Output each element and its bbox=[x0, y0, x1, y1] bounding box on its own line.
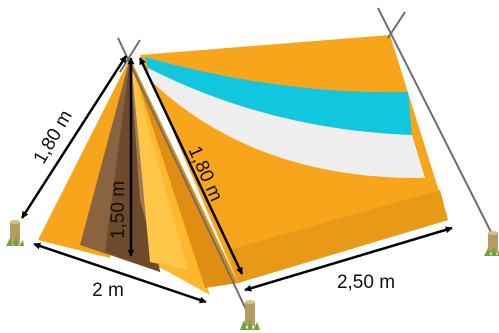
arrow-slant-side bbox=[138, 57, 244, 275]
back-pole-cross bbox=[387, 11, 406, 39]
label-left-edge: 1,80 m bbox=[30, 107, 77, 168]
back-pole bbox=[377, 7, 496, 241]
stake-back bbox=[484, 231, 499, 256]
arrow-front-width bbox=[33, 242, 207, 304]
label-length: 2,50 m bbox=[337, 272, 395, 293]
stake-left bbox=[6, 220, 24, 246]
stake-front bbox=[240, 300, 260, 330]
tent-stripe-white bbox=[148, 68, 425, 179]
arrow-left-edge bbox=[20, 55, 128, 219]
arrow-length bbox=[244, 226, 453, 292]
label-front-width: 2 m bbox=[92, 280, 124, 301]
label-height: 1,50 m bbox=[108, 181, 129, 239]
